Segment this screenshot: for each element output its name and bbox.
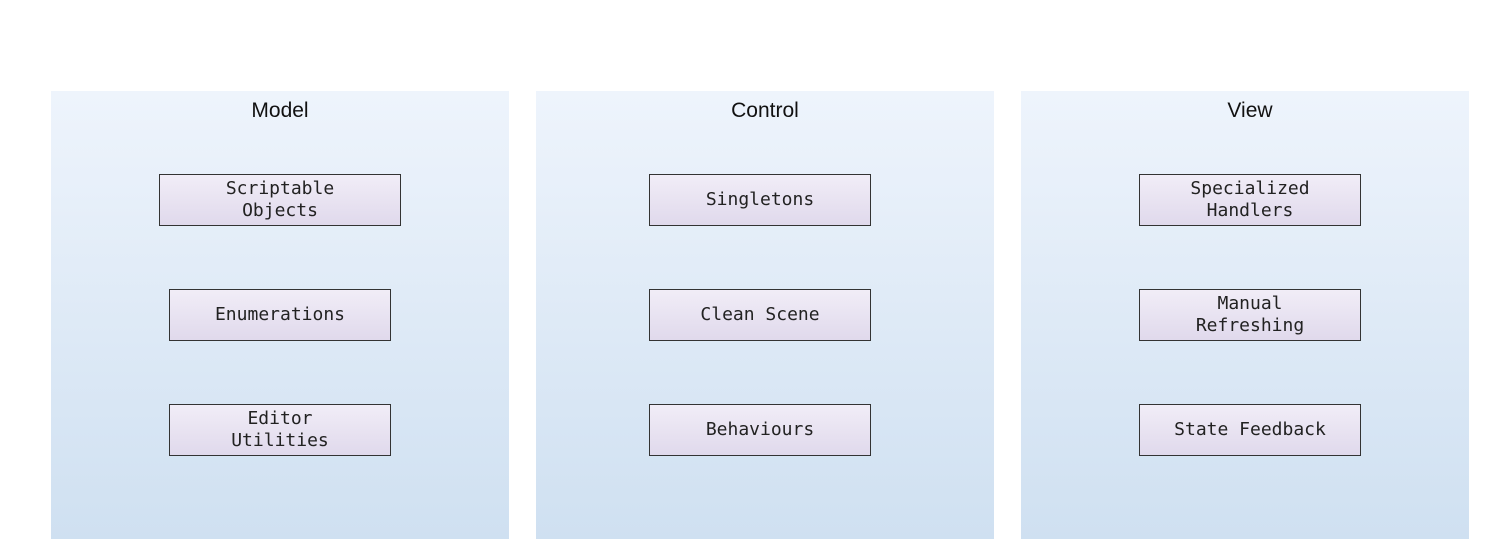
node-specialized-handlers: Specialized Handlers (1139, 174, 1361, 226)
node-editor-utilities: Editor Utilities (169, 404, 391, 456)
panel-title-view: View (1227, 99, 1273, 122)
node-behaviours: Behaviours (649, 404, 871, 456)
node-clean-scene: Clean Scene (649, 289, 871, 341)
node-manual-refreshing: Manual Refreshing (1139, 289, 1361, 341)
panel-title-model: Model (251, 99, 309, 122)
panel-title-control: Control (731, 99, 799, 122)
node-scriptable-objects: Scriptable Objects (159, 174, 401, 226)
node-singletons: Singletons (649, 174, 871, 226)
node-enumerations: Enumerations (169, 289, 391, 341)
node-state-feedback: State Feedback (1139, 404, 1361, 456)
